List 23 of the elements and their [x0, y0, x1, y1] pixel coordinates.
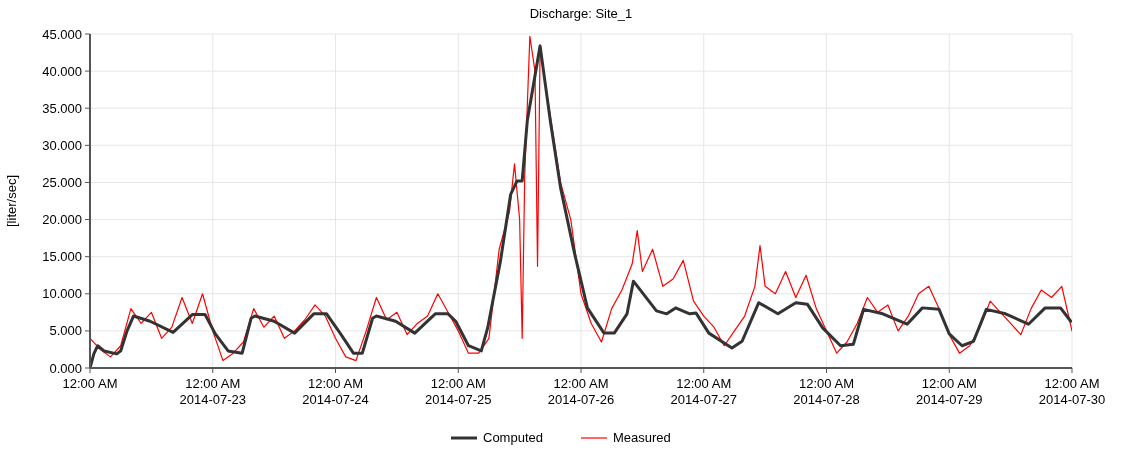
legend-label: Computed — [483, 430, 543, 445]
x-tick-label: 12:00 AM — [62, 376, 118, 391]
y-tick-label: 35.000 — [42, 100, 82, 116]
x-tick-label: 12:00 AM 2014-07-25 — [425, 376, 492, 407]
y-axis-title: [liter/sec] — [4, 174, 19, 228]
y-tick-label: 45.000 — [42, 26, 82, 42]
x-tick-label: 12:00 AM 2014-07-23 — [179, 376, 246, 407]
y-tick-label: 30.000 — [42, 137, 82, 153]
y-tick-label: 10.000 — [42, 286, 82, 302]
y-tick-label: 5.000 — [49, 323, 82, 339]
y-tick-label: 25.000 — [42, 174, 82, 190]
y-tick-label: 15.000 — [42, 249, 82, 265]
y-tick-label: 0.000 — [49, 360, 82, 376]
legend-label: Measured — [613, 430, 671, 445]
x-tick-label: 12:00 AM 2014-07-26 — [547, 376, 615, 407]
x-tick-label: 12:00 AM 2014-07-29 — [916, 376, 983, 407]
x-tick-label: 12:00 AM 2014-07-24 — [302, 376, 369, 407]
y-tick-label: 20.000 — [42, 212, 82, 228]
x-tick-label: 12:00 AM 2014-07-30 — [1038, 376, 1106, 407]
x-tick-label: 12:00 AM 2014-07-28 — [793, 376, 860, 407]
x-tick-label: 12:00 AM 2014-07-27 — [670, 376, 737, 407]
y-tick-label: 40.000 — [42, 63, 82, 79]
chart-title: Discharge: Site_1 — [529, 6, 633, 21]
